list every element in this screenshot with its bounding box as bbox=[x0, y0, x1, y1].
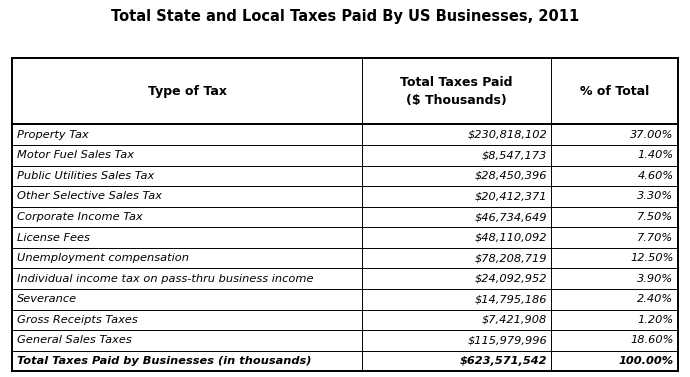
Text: Total Taxes Paid by Businesses (in thousands): Total Taxes Paid by Businesses (in thous… bbox=[17, 356, 312, 366]
Text: Corporate Income Tax: Corporate Income Tax bbox=[17, 212, 143, 222]
Text: Gross Receipts Taxes: Gross Receipts Taxes bbox=[17, 315, 138, 325]
Text: $14,795,186: $14,795,186 bbox=[475, 294, 547, 304]
Text: $623,571,542: $623,571,542 bbox=[460, 356, 547, 366]
Text: Public Utilities Sales Tax: Public Utilities Sales Tax bbox=[17, 171, 155, 181]
Text: $115,979,996: $115,979,996 bbox=[467, 336, 547, 345]
Text: 7.70%: 7.70% bbox=[638, 233, 673, 242]
Text: 37.00%: 37.00% bbox=[630, 130, 673, 140]
Text: 7.50%: 7.50% bbox=[638, 212, 673, 222]
Text: $48,110,092: $48,110,092 bbox=[475, 233, 547, 242]
Text: $46,734,649: $46,734,649 bbox=[475, 212, 547, 222]
Text: License Fees: License Fees bbox=[17, 233, 90, 242]
Text: 100.00%: 100.00% bbox=[618, 356, 673, 366]
Text: Total State and Local Taxes Paid By US Businesses, 2011: Total State and Local Taxes Paid By US B… bbox=[111, 9, 579, 25]
Text: Individual income tax on pass-thru business income: Individual income tax on pass-thru busin… bbox=[17, 274, 314, 284]
Text: Total Taxes Paid
($ Thousands): Total Taxes Paid ($ Thousands) bbox=[400, 76, 513, 107]
Text: Motor Fuel Sales Tax: Motor Fuel Sales Tax bbox=[17, 150, 135, 160]
Text: $24,092,952: $24,092,952 bbox=[475, 274, 547, 284]
Text: General Sales Taxes: General Sales Taxes bbox=[17, 336, 132, 345]
Text: $8,547,173: $8,547,173 bbox=[482, 150, 547, 160]
Text: $20,412,371: $20,412,371 bbox=[475, 192, 547, 201]
Text: 2.40%: 2.40% bbox=[638, 294, 673, 304]
Text: 12.50%: 12.50% bbox=[630, 253, 673, 263]
Text: 1.40%: 1.40% bbox=[638, 150, 673, 160]
Text: Type of Tax: Type of Tax bbox=[148, 85, 226, 98]
Text: Other Selective Sales Tax: Other Selective Sales Tax bbox=[17, 192, 162, 201]
Text: $7,421,908: $7,421,908 bbox=[482, 315, 547, 325]
Text: 1.20%: 1.20% bbox=[638, 315, 673, 325]
Text: 18.60%: 18.60% bbox=[630, 336, 673, 345]
Text: 4.60%: 4.60% bbox=[638, 171, 673, 181]
Text: Property Tax: Property Tax bbox=[17, 130, 89, 140]
Text: % of Total: % of Total bbox=[580, 85, 649, 98]
Text: $230,818,102: $230,818,102 bbox=[467, 130, 547, 140]
Text: Unemployment compensation: Unemployment compensation bbox=[17, 253, 189, 263]
Text: Severance: Severance bbox=[17, 294, 77, 304]
Text: $28,450,396: $28,450,396 bbox=[475, 171, 547, 181]
Text: 3.30%: 3.30% bbox=[638, 192, 673, 201]
Text: $78,208,719: $78,208,719 bbox=[475, 253, 547, 263]
Text: 3.90%: 3.90% bbox=[638, 274, 673, 284]
